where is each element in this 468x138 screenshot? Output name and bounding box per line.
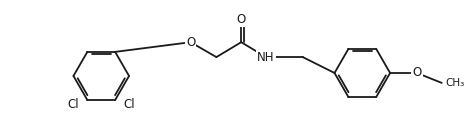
Text: Cl: Cl (68, 99, 80, 112)
Text: O: O (412, 67, 422, 79)
Text: NH: NH (257, 51, 275, 64)
Text: CH₃: CH₃ (446, 78, 465, 88)
Text: O: O (186, 36, 195, 49)
Text: O: O (237, 13, 246, 26)
Text: Cl: Cl (123, 99, 135, 112)
